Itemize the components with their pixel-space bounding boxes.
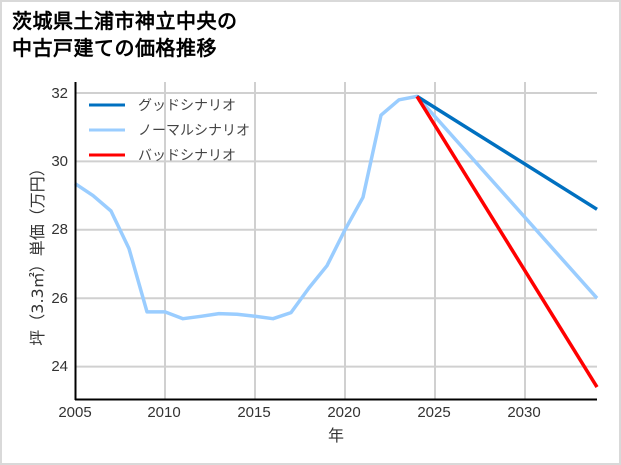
x-tick-label: 2015: [237, 404, 270, 421]
x-tick-label: 2030: [507, 404, 540, 421]
series-bad-line: [415, 95, 599, 389]
x-tick-label: 2020: [327, 404, 360, 421]
legend: グッドシナリオ ノーマルシナリオ バッドシナリオ: [89, 98, 250, 164]
x-tick-label: 2005: [58, 404, 91, 421]
x-tick-label: 2025: [417, 404, 450, 421]
legend-item-normal: ノーマルシナリオ: [89, 123, 250, 139]
series-normal-line: [74, 94, 599, 321]
chart-title: 茨城県土浦市神立中央の 中古戸建ての価格推移: [12, 8, 238, 62]
legend-item-good: グッドシナリオ: [89, 98, 236, 114]
axes: [74, 82, 597, 401]
x-axis-title: 年: [328, 426, 344, 445]
y-tick-label: 28: [51, 221, 68, 238]
chart-title-line2: 中古戸建ての価格推移: [12, 36, 217, 60]
series-lines: [74, 94, 599, 389]
y-axis-title: 坪（3.3㎡）単価（万円）: [28, 160, 47, 345]
y-tick-label: 32: [51, 85, 68, 102]
series-good-line: [416, 94, 598, 211]
legend-item-bad: バッドシナリオ: [89, 148, 236, 164]
y-tick-label: 26: [51, 290, 68, 307]
y-tick-label: 24: [51, 358, 68, 375]
legend-label-good: グッドシナリオ: [138, 98, 236, 114]
x-tick-label: 2010: [147, 404, 180, 421]
y-tick-labels: 32 30 28 26 24: [51, 85, 68, 375]
legend-label-normal: ノーマルシナリオ: [138, 123, 250, 139]
legend-label-bad: バッドシナリオ: [138, 148, 236, 164]
x-tick-labels: 2005 2010 2015 2020 2025 2030: [58, 404, 540, 421]
y-tick-label: 30: [51, 153, 68, 170]
gridlines: [75, 82, 597, 399]
chart-title-line1: 茨城県土浦市神立中央の: [12, 9, 238, 33]
